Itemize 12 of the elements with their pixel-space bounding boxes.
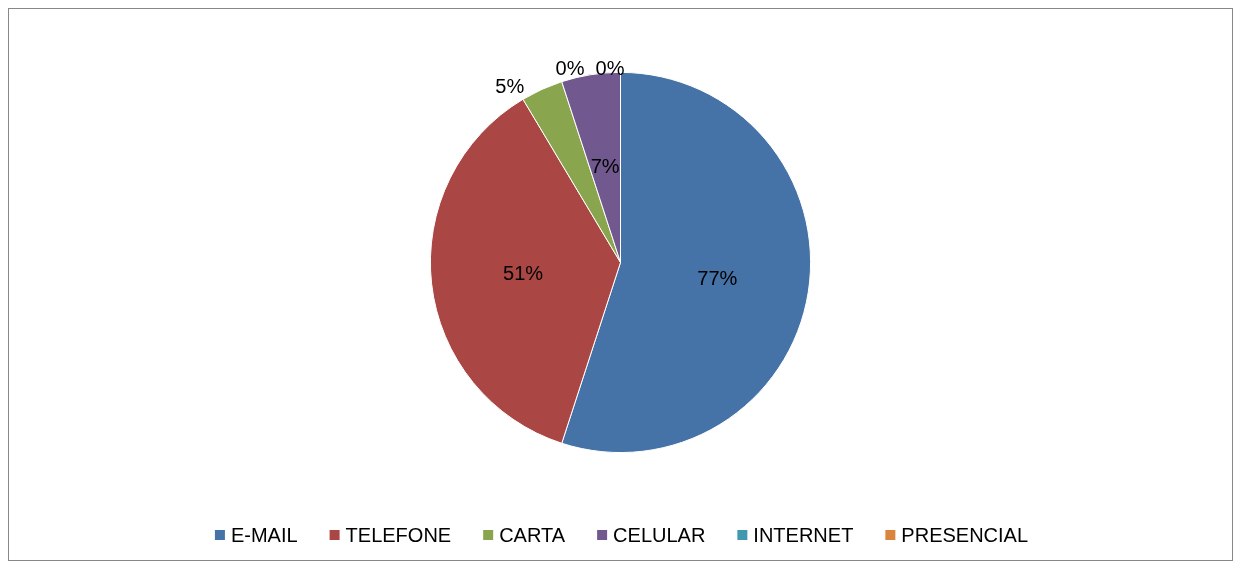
- legend-label: PRESENCIAL: [901, 524, 1029, 546]
- data-label: 7%: [590, 154, 620, 177]
- data-label: 77%: [697, 266, 738, 289]
- legend-label: CELULAR: [613, 524, 706, 546]
- text: 0%: [555, 57, 585, 80]
- legend-label: E-MAIL: [230, 524, 298, 546]
- legend-label: CARTA: [499, 524, 566, 546]
- data-label: 51%: [503, 262, 544, 285]
- legend-label: INTERNET: [753, 524, 854, 546]
- text: 0%: [595, 57, 625, 80]
- legend-label: TELEFONE: [345, 524, 452, 546]
- data-label: 5%: [495, 74, 525, 97]
